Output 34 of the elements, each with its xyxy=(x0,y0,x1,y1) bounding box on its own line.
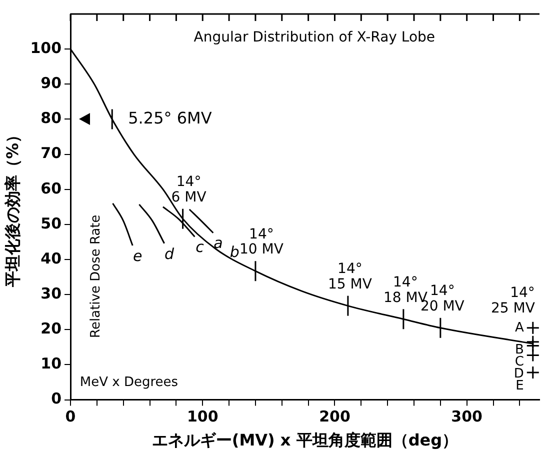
y-tick-label: 30 xyxy=(40,284,62,302)
y-tick-label: 50 xyxy=(40,214,62,232)
annotation: 14° 15 MV xyxy=(328,261,372,292)
annotation: 14° 6 MV xyxy=(171,174,207,206)
series-label: d xyxy=(164,244,175,263)
y-tick-label: 40 xyxy=(40,249,62,268)
point xyxy=(526,366,540,380)
data-label: A xyxy=(514,320,524,336)
x-tick-label: 200 xyxy=(319,408,350,426)
y-tick-label: 100 xyxy=(30,38,62,57)
y-tick-label: 0 xyxy=(51,390,62,408)
x-tick-label: 300 xyxy=(451,408,482,426)
legend-label: c xyxy=(196,238,205,256)
x-tick-label: 100 xyxy=(186,408,218,426)
y-tick-label: 20 xyxy=(40,320,62,338)
x-axis-title: エネルギー(MV) x 平坦角度範囲（deg） xyxy=(152,430,458,450)
x-tick-label: 0 xyxy=(65,408,76,426)
y-tick-label: 60 xyxy=(40,179,62,198)
annotation: 5.25° 6MV xyxy=(128,108,212,128)
y-tick-label: 70 xyxy=(40,144,62,162)
y-axis-title: 平坦化後の効率（%） xyxy=(2,126,22,288)
y-tick-label: 10 xyxy=(40,354,62,373)
point xyxy=(526,321,540,335)
annotation: b xyxy=(230,243,240,262)
annotation: MeV x Degrees xyxy=(80,374,178,390)
annotation: Relative Dose Rate xyxy=(88,214,104,338)
series-label: a xyxy=(214,234,223,252)
annotation: 14° 10 MV xyxy=(240,226,284,258)
point xyxy=(526,348,540,362)
text: Angular Distribution of X-Ray Lobe xyxy=(194,30,436,46)
y-tick-label: 90 xyxy=(40,74,62,92)
annotation: 14° 25 MV xyxy=(490,284,536,316)
y-tick-label: 80 xyxy=(40,109,62,128)
series-label: e xyxy=(132,246,142,265)
